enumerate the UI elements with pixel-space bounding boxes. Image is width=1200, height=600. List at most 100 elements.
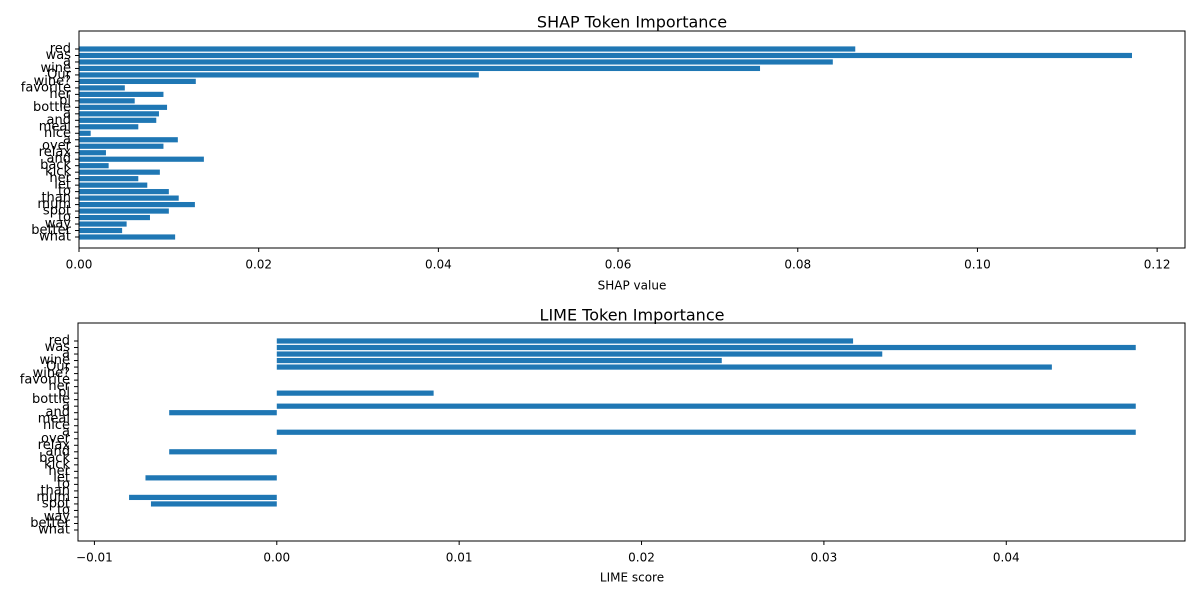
y-tick-label: nice — [43, 418, 70, 433]
bar — [79, 104, 168, 110]
axes-frame — [77, 322, 1186, 542]
y-tick-label: a — [63, 54, 71, 69]
x-tick-label: 0.00 — [66, 258, 93, 272]
bar — [276, 357, 722, 364]
bar — [79, 111, 159, 117]
y-tick-label: pl — [58, 386, 70, 401]
bar — [79, 214, 150, 221]
y-tick-label: Our — [46, 360, 70, 375]
x-tick-label: 0.04 — [425, 258, 452, 272]
y-tick-label: to — [57, 477, 70, 492]
bar — [129, 494, 277, 501]
bar — [276, 351, 883, 357]
bar — [79, 234, 176, 240]
bar — [79, 182, 148, 188]
x-tick-label: 0.08 — [784, 258, 811, 272]
y-tick-label: wine — [41, 61, 71, 76]
y-tick-label: what — [39, 230, 71, 245]
x-tick-label: 0.12 — [1144, 258, 1171, 272]
bar — [79, 221, 127, 227]
bar — [79, 117, 157, 123]
y-tick-label: bottle — [32, 392, 70, 407]
y-tick-label: than — [41, 191, 71, 206]
y-tick-label: to — [57, 503, 70, 518]
y-tick-label: over — [42, 139, 72, 154]
x-tick-label: 0.01 — [446, 551, 473, 565]
y-tick-label: relax — [39, 145, 72, 160]
bar — [79, 85, 125, 91]
y-tick-label: to — [58, 184, 71, 199]
y-tick-label: Our — [47, 67, 71, 82]
bar — [79, 150, 106, 156]
y-tick-label: over — [41, 431, 71, 446]
bar — [79, 169, 160, 175]
bar — [79, 52, 1132, 59]
bar — [79, 78, 196, 85]
y-tick-label: spot — [43, 204, 71, 219]
x-tick-label: 0.00 — [263, 551, 290, 565]
y-tick-label: favorite — [21, 80, 71, 95]
bar — [79, 130, 91, 136]
bar — [79, 156, 204, 162]
bar — [169, 410, 277, 416]
y-tick-label: back — [39, 451, 70, 466]
bar — [79, 201, 195, 208]
y-tick-label: her — [48, 464, 70, 479]
y-tick-label: her — [49, 87, 71, 102]
x-tick-label: 0.04 — [993, 551, 1020, 565]
bar — [79, 98, 135, 104]
y-tick-label: favorite — [20, 373, 70, 388]
bar — [79, 163, 109, 169]
bar — [79, 65, 761, 72]
chart-title: LIME Token Importance — [540, 306, 725, 325]
axes-frame — [78, 30, 1186, 249]
y-tick-label: was — [45, 340, 71, 355]
y-tick-label: a — [62, 399, 70, 414]
x-tick-label: 0.06 — [605, 258, 632, 272]
y-tick-label: mum — [37, 197, 71, 212]
y-tick-label: better — [30, 516, 70, 531]
bar — [79, 91, 164, 97]
y-tick-label: relax — [38, 438, 71, 453]
y-tick-label: let — [53, 470, 70, 485]
y-tick-label: a — [62, 347, 70, 362]
y-tick-label: wine? — [33, 366, 70, 381]
bar — [79, 195, 179, 201]
y-tick-label: kick — [45, 165, 71, 180]
y-tick-label: red — [50, 42, 71, 57]
y-tick-label: her — [49, 171, 71, 186]
bar — [276, 429, 1136, 435]
x-tick-label: 0.10 — [964, 258, 991, 272]
y-tick-label: a — [63, 132, 71, 147]
x-tick-label: 0.03 — [811, 551, 838, 565]
y-tick-label: than — [40, 483, 70, 498]
x-tick-label: −0.01 — [76, 551, 113, 565]
x-tick-label: 0.02 — [245, 258, 272, 272]
y-tick-label: wine — [40, 353, 70, 368]
bar — [150, 501, 277, 507]
bar — [276, 344, 1136, 351]
bar — [79, 59, 833, 65]
bar — [276, 338, 854, 344]
bar — [79, 137, 178, 143]
bar — [79, 227, 123, 234]
bar — [145, 475, 277, 481]
y-tick-label: pl — [59, 93, 71, 108]
x-axis-label: SHAP value — [598, 279, 667, 293]
y-tick-label: way — [44, 509, 71, 524]
bar — [79, 189, 169, 195]
bar — [79, 72, 479, 78]
y-tick-label: wine? — [34, 74, 71, 89]
bar — [276, 390, 434, 396]
y-tick-label: a — [63, 106, 71, 121]
bar — [79, 176, 139, 182]
bar — [276, 364, 1052, 370]
y-tick-label: meal — [39, 119, 71, 134]
y-tick-label: red — [49, 334, 70, 349]
y-tick-label: and — [47, 152, 71, 167]
y-tick-label: bottle — [33, 100, 71, 115]
bar — [79, 46, 856, 52]
y-tick-label: nice — [44, 126, 71, 141]
